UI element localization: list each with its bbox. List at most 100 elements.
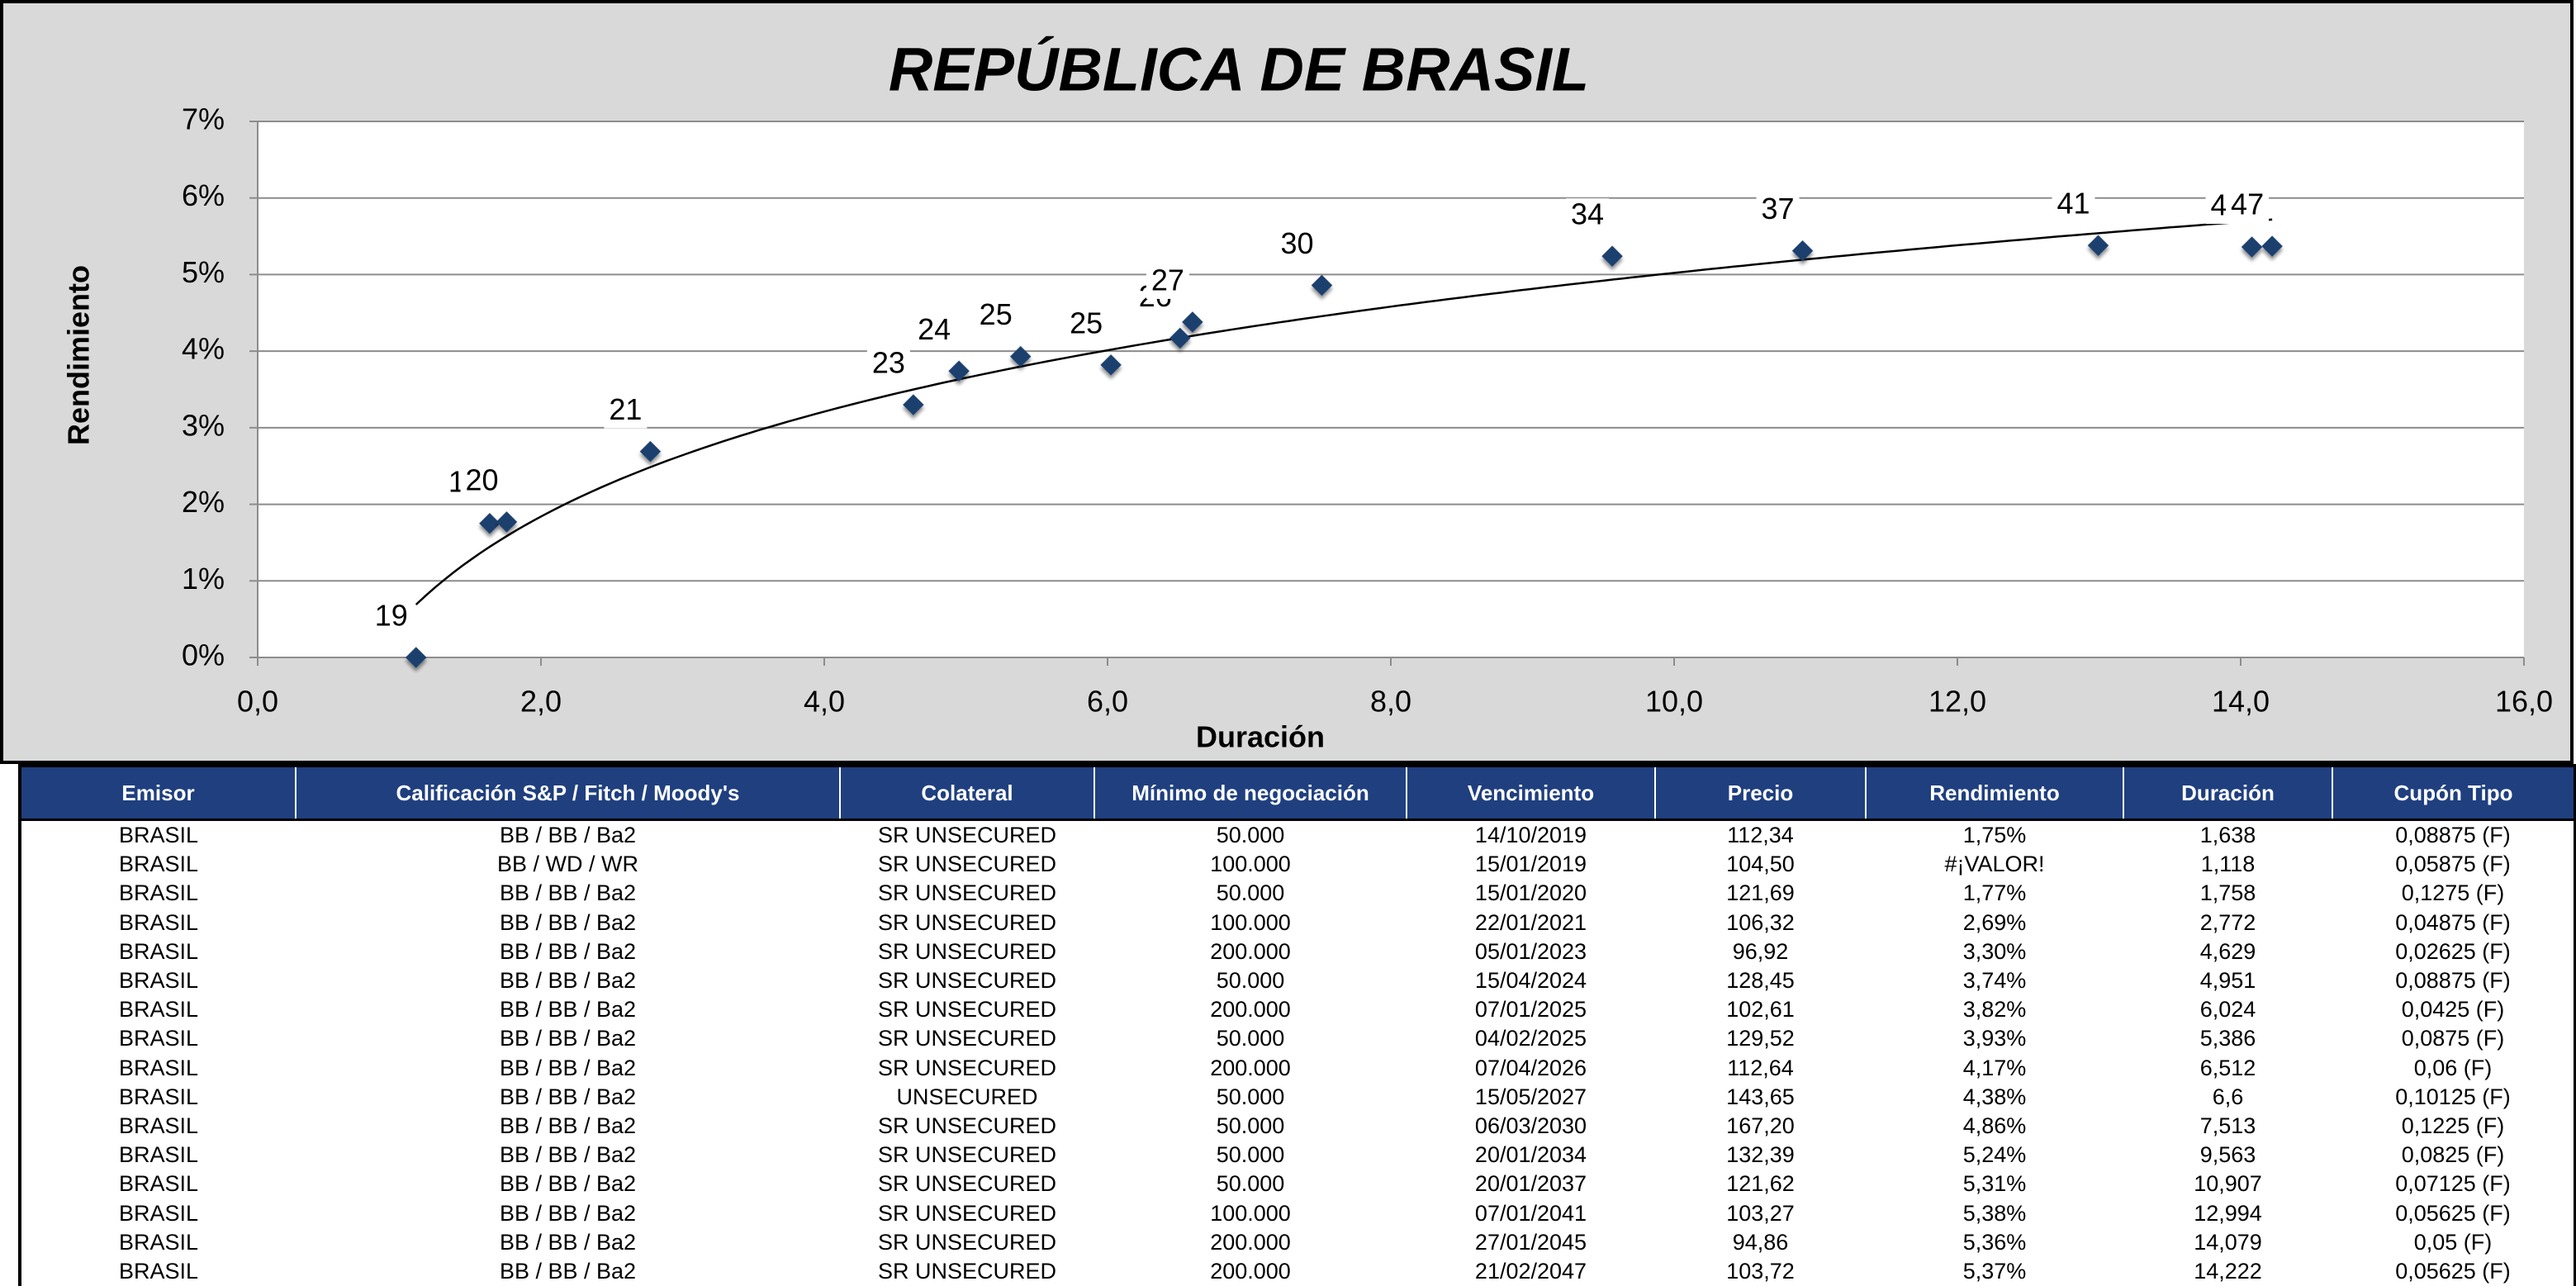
table-cell: 15/04/2024 [1407,966,1655,995]
table-cell: 200.000 [1094,1228,1407,1257]
x-tick-label: 10,0 [1645,685,1703,719]
data-label: 25 [980,297,1013,331]
column-header: Colateral [840,766,1094,820]
table-cell: SR UNSECURED [840,1257,1094,1286]
table-cell: 7,513 [2123,1112,2332,1141]
table-cell: 121,69 [1655,879,1866,908]
table-cell: BB / BB / Ba2 [296,1054,840,1083]
table-cell: 102,61 [1655,995,1866,1024]
table-cell: BB / BB / Ba2 [296,909,840,937]
table-cell: 200.000 [1094,1054,1407,1083]
table-cell: BB / BB / Ba2 [296,1199,840,1228]
table-cell: SR UNSECURED [840,850,1094,879]
data-label: 24 [918,312,951,346]
table-cell: SR UNSECURED [840,1054,1094,1083]
table-cell: 200.000 [1094,937,1407,966]
table-cell: BB / BB / Ba2 [296,1257,840,1286]
table-cell: SR UNSECURED [840,995,1094,1024]
table-cell: 6,512 [2123,1054,2332,1083]
table-cell: 200.000 [1094,995,1407,1024]
y-tick-label: 3% [182,408,225,442]
table-cell: 0,05625 (F) [2332,1257,2575,1286]
table-cell: BB / BB / Ba2 [296,1228,840,1257]
table-cell: SR UNSECURED [840,966,1094,995]
data-label: 30 [1280,226,1313,260]
table-cell: 5,37% [1866,1257,2123,1286]
table-cell: 15/05/2027 [1407,1083,1655,1112]
table-cell: 0,08875 (F) [2332,820,2575,851]
table-cell: 15/01/2019 [1407,850,1655,879]
x-tick-label: 6,0 [1087,685,1128,719]
table-cell: BB / BB / Ba2 [296,937,840,966]
table-cell: 1,638 [2123,820,2332,851]
table-cell: 07/01/2041 [1407,1199,1655,1228]
table-cell: 3,82% [1866,995,2123,1024]
table-cell: 5,36% [1866,1228,2123,1257]
table-cell: 14/10/2019 [1407,820,1655,851]
plot-area [258,121,2524,657]
table-cell: 0,05 (F) [2332,1228,2575,1257]
table-cell: 3,30% [1866,937,2123,966]
table-cell: 0,05625 (F) [2332,1199,2575,1228]
table-cell: 128,45 [1655,966,1866,995]
table-cell: BB / BB / Ba2 [296,1141,840,1170]
table-cell: SR UNSECURED [840,1024,1094,1053]
table-cell: 20/01/2037 [1407,1170,1655,1198]
table-cell: 104,50 [1655,850,1866,879]
table-cell: 14,222 [2123,1257,2332,1286]
table-cell: 0,06 (F) [2332,1054,2575,1083]
table-cell: 4,86% [1866,1112,2123,1141]
table-cell: BRASIL [20,1141,296,1170]
table-cell: BRASIL [20,1024,296,1053]
table-cell: 6,6 [2123,1083,2332,1112]
y-tick-label: 6% [182,178,225,212]
table-cell: 0,08875 (F) [2332,966,2575,995]
table-cell: 50.000 [1094,966,1407,995]
table-cell: BRASIL [20,966,296,995]
x-tick-label: 12,0 [1928,685,1986,719]
data-label: 37 [1762,192,1795,225]
data-label: 27 [1151,263,1184,297]
table-cell: 1,118 [2123,850,2332,879]
column-header: Duración [2123,766,2332,820]
x-tick-label: 2,0 [520,685,562,719]
table-cell: BRASIL [20,1054,296,1083]
table-cell: BB / BB / Ba2 [296,1112,840,1141]
table-cell: 0,05875 (F) [2332,850,2575,879]
y-tick-label: 5% [182,255,225,289]
table-cell: 5,31% [1866,1170,2123,1198]
table-cell: 50.000 [1094,1141,1407,1170]
table-cell: SR UNSECURED [840,879,1094,908]
column-header: Calificación S&P / Fitch / Moody's [296,766,840,820]
column-header: Vencimiento [1407,766,1655,820]
table-cell: 27/01/2045 [1407,1228,1655,1257]
data-label: 21 [609,392,642,426]
table-cell: 100.000 [1094,1199,1407,1228]
table-cell: 0,10125 (F) [2332,1083,2575,1112]
y-tick-label: 1% [182,562,225,596]
table-cell: 1,75% [1866,820,2123,851]
table-cell: BRASIL [20,995,296,1024]
table-cell: BRASIL [20,937,296,966]
table-cell: BRASIL [20,1199,296,1228]
table-cell: 21/02/2047 [1407,1257,1655,1286]
table-cell: 22/01/2021 [1407,909,1655,937]
table-cell: UNSECURED [840,1083,1094,1112]
table-cell: 143,65 [1655,1083,1866,1112]
y-axis-label: Rendimiento [62,265,96,445]
table-cell: 103,27 [1655,1199,1866,1228]
table-cell: 132,39 [1655,1141,1866,1170]
table-cell: 07/04/2026 [1407,1054,1655,1083]
column-header: Emisor [20,766,296,820]
table-cell: 4,951 [2123,966,2332,995]
data-label: 23 [872,346,905,380]
y-tick-label: 7% [182,102,225,136]
table-cell: 5,38% [1866,1199,2123,1228]
